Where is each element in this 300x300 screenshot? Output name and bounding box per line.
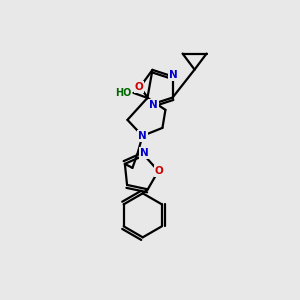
Text: N: N — [138, 131, 147, 141]
Text: HO: HO — [115, 88, 132, 98]
Text: N: N — [169, 70, 178, 80]
Text: N: N — [149, 100, 158, 110]
Text: O: O — [155, 166, 164, 176]
Text: N: N — [140, 148, 148, 158]
Text: O: O — [135, 82, 143, 92]
